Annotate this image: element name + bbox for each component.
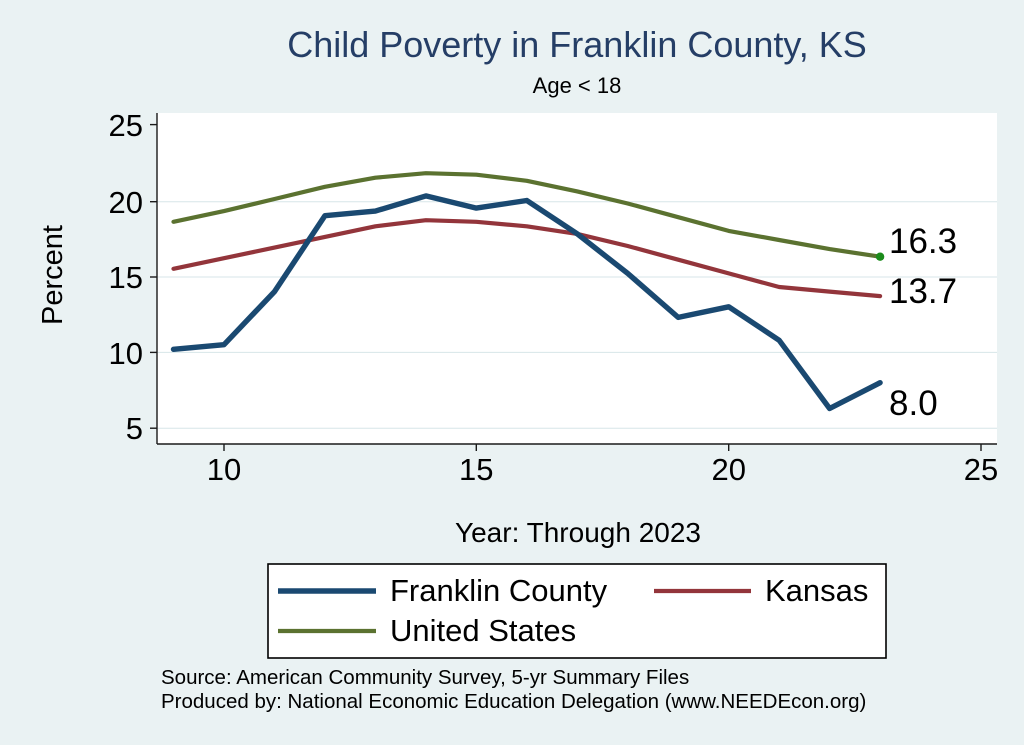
svg-text:10: 10 <box>207 452 241 487</box>
svg-text:20: 20 <box>109 185 143 220</box>
svg-text:13.7: 13.7 <box>889 272 957 311</box>
svg-text:Year: Through 2023: Year: Through 2023 <box>455 517 701 548</box>
svg-text:10: 10 <box>109 336 143 371</box>
svg-text:25: 25 <box>964 452 998 487</box>
svg-text:25: 25 <box>109 108 143 143</box>
svg-text:16.3: 16.3 <box>889 222 957 261</box>
svg-text:Franklin County: Franklin County <box>390 573 608 608</box>
svg-text:United States: United States <box>390 613 576 648</box>
svg-text:Percent: Percent <box>37 225 69 325</box>
svg-text:8.0: 8.0 <box>889 384 938 423</box>
svg-text:15: 15 <box>459 452 493 487</box>
svg-text:Kansas: Kansas <box>765 573 868 608</box>
svg-text:5: 5 <box>126 411 143 446</box>
svg-text:20: 20 <box>711 452 745 487</box>
svg-text:15: 15 <box>109 260 143 295</box>
